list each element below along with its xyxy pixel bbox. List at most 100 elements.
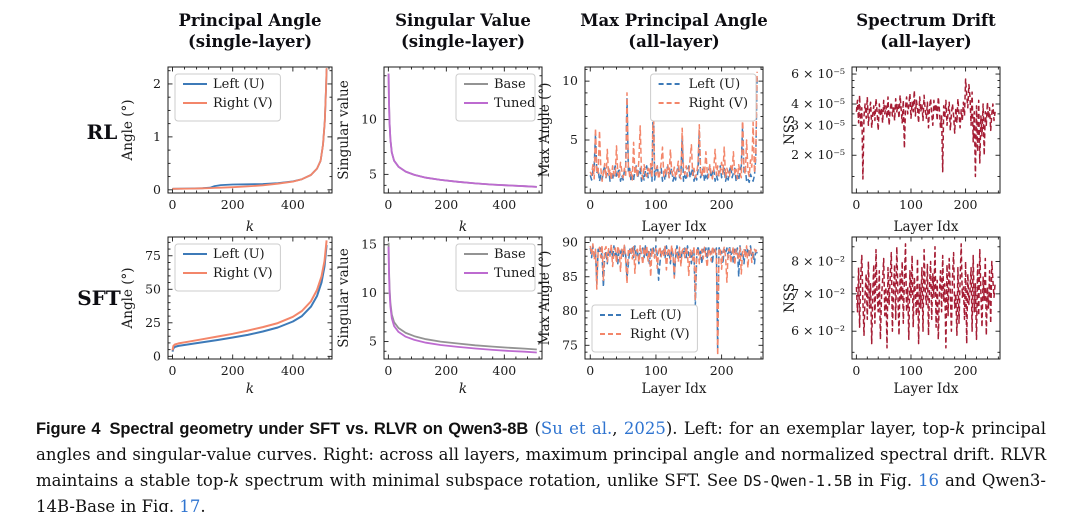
title-line-2: (all-layer) — [880, 32, 972, 51]
axes: 0 200 400 0 1 2 — [153, 66, 333, 212]
line-right-v — [171, 240, 328, 351]
caption-text: ). Left: for an exemplar layer, top- — [665, 418, 956, 438]
svg-text:Base: Base — [494, 77, 526, 92]
y-axis-label: Singular value — [336, 80, 352, 179]
chart-rl-principal-angle: 0 200 400 0 1 2 k Angle (°) Left (U) Right (V) — [120, 66, 333, 235]
svg-text:0: 0 — [384, 363, 392, 378]
line-right-v — [589, 71, 758, 182]
caption-model-name: DS-Qwen-1.5B — [743, 471, 852, 490]
svg-text:3 × 10⁻⁵: 3 × 10⁻⁵ — [791, 117, 845, 132]
chart-rl-singular-value: 0 200 400 5 10 k Singular value Base Tuned — [336, 66, 543, 235]
svg-text:400: 400 — [281, 363, 305, 378]
svg-text:0: 0 — [169, 197, 177, 212]
svg-text:200: 200 — [954, 197, 978, 212]
x-axis-label: k — [246, 219, 254, 235]
svg-text:5: 5 — [369, 166, 377, 181]
svg-text:Tuned: Tuned — [494, 96, 535, 111]
title-line-1: Spectrum Drift — [856, 11, 996, 30]
chart-title-principal-angle: Principal Angle (single-layer) — [140, 10, 360, 52]
svg-text:25: 25 — [145, 315, 161, 330]
title-line-1: Principal Angle — [178, 11, 322, 30]
y-axis-label: Max Angle (°) — [537, 83, 553, 178]
line-right-v — [172, 68, 328, 190]
x-axis-label: k — [459, 219, 467, 235]
svg-text:Left (U): Left (U) — [689, 77, 741, 92]
line-right-v — [589, 243, 758, 357]
axes: 0 100 200 5 10 — [562, 66, 764, 212]
svg-text:Right (V): Right (V) — [213, 266, 273, 281]
svg-text:0: 0 — [153, 348, 161, 363]
title-line-2: (single-layer) — [400, 32, 526, 51]
caption-text: and Qwen3-14B-Base in Fig. — [36, 470, 1046, 512]
x-axis-label: Layer Idx — [894, 381, 959, 397]
svg-text:100: 100 — [899, 197, 923, 212]
y-axis-label: Angle (°) — [120, 268, 136, 330]
svg-text:200: 200 — [710, 363, 734, 378]
svg-text:6 × 10⁻²: 6 × 10⁻² — [791, 323, 845, 338]
svg-text:85: 85 — [562, 269, 578, 284]
title-line-2: (all-layer) — [628, 32, 720, 51]
caption-text: ( — [528, 418, 541, 438]
svg-text:75: 75 — [562, 337, 578, 352]
chart-title-singular-value: Singular Value (single-layer) — [353, 10, 573, 52]
svg-text:200: 200 — [434, 197, 458, 212]
svg-text:0: 0 — [586, 197, 594, 212]
svg-text:10: 10 — [361, 112, 377, 127]
caption-text: in Fig. — [851, 470, 919, 490]
row-label-sft: SFT — [77, 286, 121, 310]
y-axis-label: Angle (°) — [120, 100, 136, 162]
svg-text:0: 0 — [586, 363, 594, 378]
citation-link-year[interactable]: 2025 — [623, 418, 666, 438]
figref-17[interactable]: 17 — [179, 496, 201, 512]
row-label-rl: RL — [86, 120, 118, 144]
svg-text:75: 75 — [145, 248, 161, 263]
caption-text: . — [200, 496, 206, 512]
x-axis-label: Layer Idx — [642, 219, 707, 235]
svg-text:Right (V): Right (V) — [630, 327, 690, 342]
caption-text: principal angles and singular-value curv… — [36, 418, 1046, 490]
svg-text:200: 200 — [221, 363, 245, 378]
x-axis-label: Layer Idx — [894, 219, 959, 235]
axes: 0 200 400 5 10 15 — [361, 236, 543, 378]
figref-16[interactable]: 16 — [918, 470, 940, 490]
svg-text:10: 10 — [562, 73, 578, 88]
svg-text:80: 80 — [562, 303, 578, 318]
svg-text:8 × 10⁻²: 8 × 10⁻² — [791, 253, 845, 268]
svg-text:400: 400 — [492, 197, 516, 212]
line-nss — [855, 243, 996, 349]
svg-text:4 × 10⁻⁵: 4 × 10⁻⁵ — [791, 96, 845, 111]
citation-link-su[interactable]: Su et al. — [540, 418, 613, 438]
x-axis-label: k — [246, 381, 254, 397]
legend: Base Tuned — [455, 243, 536, 292]
caption-text: , — [612, 418, 624, 438]
svg-text:5: 5 — [369, 334, 377, 349]
svg-text:0: 0 — [153, 182, 161, 197]
title-line-1: Singular Value — [395, 11, 531, 30]
caption-title: Spectral geometry under SFT vs. RLVR on … — [109, 419, 529, 438]
svg-text:Left (U): Left (U) — [213, 247, 265, 262]
axes: 0 100 200 6 × 10⁻² 7 × 10⁻² 8 × 10⁻² — [791, 236, 1001, 378]
svg-text:200: 200 — [221, 197, 245, 212]
caption-text: k — [955, 418, 966, 438]
y-axis-label: NSS — [782, 115, 798, 145]
svg-text:200: 200 — [954, 363, 978, 378]
svg-text:Tuned: Tuned — [494, 266, 535, 281]
y-axis-label: NSS — [782, 283, 798, 313]
chart-title-spectrum-drift: Spectrum Drift (all-layer) — [816, 10, 1036, 52]
svg-text:2: 2 — [153, 76, 161, 91]
svg-text:Right (V): Right (V) — [689, 96, 749, 111]
legend: Left (U) Right (V) — [174, 243, 281, 292]
legend: Left (U) Right (V) — [174, 73, 281, 122]
line-left-u — [589, 245, 758, 353]
svg-text:Right (V): Right (V) — [213, 96, 273, 111]
svg-text:50: 50 — [145, 281, 161, 296]
chart-sft-singular-value: 0 200 400 5 10 15 k Singular value Base Tuned — [336, 236, 543, 397]
chart-title-max-principal-angle: Max Principal Angle (all-layer) — [564, 10, 784, 52]
svg-text:200: 200 — [434, 363, 458, 378]
svg-text:7 × 10⁻²: 7 × 10⁻² — [791, 286, 845, 301]
svg-text:0: 0 — [852, 363, 860, 378]
svg-text:0: 0 — [169, 363, 177, 378]
figure-caption: Figure 4 Spectral geometry under SFT vs. … — [36, 416, 1046, 512]
title-line-2: (single-layer) — [187, 32, 313, 51]
svg-text:10: 10 — [361, 285, 377, 300]
